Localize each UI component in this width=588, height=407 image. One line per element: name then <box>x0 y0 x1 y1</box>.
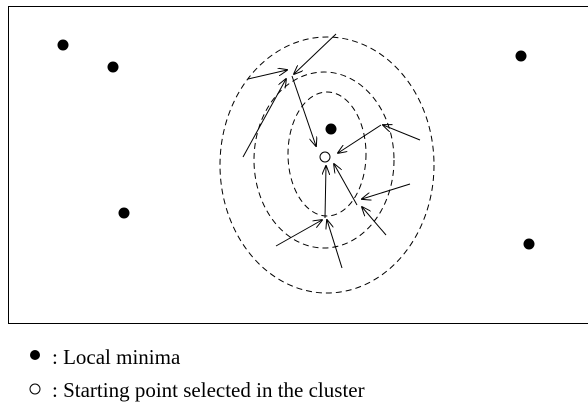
outer-contour <box>219 36 435 294</box>
arrow <box>338 124 382 153</box>
arrow <box>291 75 316 146</box>
arrow <box>362 207 387 236</box>
arrow <box>362 183 411 199</box>
minimum <box>523 238 535 250</box>
minimum <box>325 123 337 135</box>
local-minima <box>57 39 535 250</box>
starting-point <box>319 151 331 163</box>
arrow <box>275 220 322 247</box>
arrow <box>334 164 358 206</box>
contours <box>219 36 435 294</box>
legend-open-symbol <box>29 383 41 395</box>
inner-contour <box>287 91 367 217</box>
arrow <box>294 33 337 74</box>
arrow <box>327 220 343 269</box>
minimum <box>107 61 119 73</box>
middle-contour <box>253 71 395 249</box>
legend-label: : Starting point selected in the cluster <box>52 378 365 402</box>
legend-filled-symbol <box>30 350 40 360</box>
minimum <box>118 207 130 219</box>
frame <box>8 6 588 324</box>
legend-label: : Local minima <box>52 345 181 369</box>
minimum <box>515 50 527 62</box>
arrow <box>383 125 421 141</box>
minimum <box>57 39 69 51</box>
arrow <box>325 166 326 219</box>
arrow <box>242 79 286 158</box>
arrow <box>247 70 287 80</box>
arrows <box>242 33 421 269</box>
